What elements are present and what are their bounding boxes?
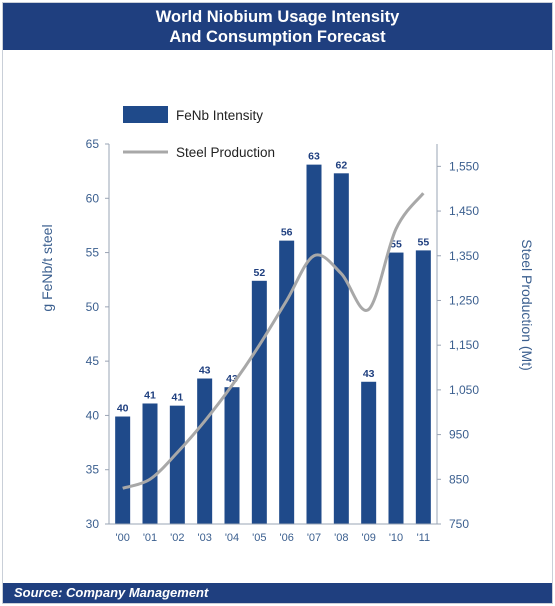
y2-tick-label-8: 1,550	[449, 159, 479, 173]
x-tick-label-5: '05	[252, 532, 266, 544]
y2-tick-label-6: 1,350	[449, 249, 479, 263]
y2-tick-label-0: 750	[449, 517, 469, 531]
y2-tick-label-4: 1,150	[449, 338, 479, 352]
chart-title-line2: And Consumption Forecast	[169, 28, 386, 46]
legend-bar-label: FeNb Intensity	[176, 108, 263, 123]
data-label-10: 55	[390, 239, 402, 251]
y2-axis-title: Steel Production (Mt)	[519, 239, 535, 371]
bar-2	[169, 405, 185, 524]
data-label-4: 43	[226, 373, 238, 385]
bar-7	[306, 164, 322, 524]
y2-tick-label-2: 950	[449, 428, 469, 442]
data-label-6: 56	[281, 227, 293, 239]
y-tick-label-0: 30	[86, 517, 100, 531]
y-tick-label-7: 65	[86, 137, 100, 151]
x-tick-label-9: '09	[361, 532, 375, 544]
bar-1	[142, 403, 158, 524]
bar-3	[197, 378, 213, 524]
data-label-2: 41	[171, 392, 183, 404]
data-label-1: 41	[144, 389, 156, 401]
bar-0	[115, 416, 131, 524]
line-series	[122, 192, 425, 490]
x-tick-label-11: '11	[417, 532, 431, 544]
x-tick-label-3: '03	[197, 532, 211, 544]
chart-header: World Niobium Usage Intensity And Consum…	[3, 3, 552, 50]
bar-series	[115, 164, 431, 525]
y-tick-label-3: 45	[86, 354, 100, 368]
data-label-0: 40	[117, 403, 129, 415]
y-tick-label-4: 50	[86, 300, 100, 314]
x-tick-label-1: '01	[143, 532, 157, 544]
legend-line-label: Steel Production	[176, 145, 275, 160]
x-tick-label-8: '08	[334, 532, 348, 544]
data-label-9: 43	[363, 368, 375, 380]
data-label-5: 52	[253, 267, 265, 279]
x-tick-label-2: '02	[170, 532, 184, 544]
y2-tick-label-7: 1,450	[449, 204, 479, 218]
bar-10	[388, 252, 404, 525]
x-tick-label-0: '00	[115, 532, 129, 544]
data-label-8: 62	[335, 159, 347, 171]
bar-11	[415, 250, 431, 524]
y-tick-label-5: 55	[86, 246, 100, 260]
bar-5	[251, 280, 267, 524]
source-footer: Source: Company Management	[3, 583, 552, 603]
data-label-3: 43	[199, 365, 211, 377]
data-label-7: 63	[308, 151, 320, 163]
legend-bar-swatch	[123, 106, 168, 123]
x-tick-label-10: '10	[389, 532, 403, 544]
chart-title-line1: World Niobium Usage Intensity	[155, 8, 400, 26]
data-labels: 40 41 41 43 43 52 56 63 62 43 55 55	[117, 151, 430, 415]
steel-production-line	[122, 192, 425, 490]
y-tick-label-2: 40	[86, 408, 100, 422]
y-tick-label-6: 60	[86, 191, 100, 205]
y-axis-title: g FeNb/t steel	[39, 224, 55, 311]
axes: 30 35 40 45 50 55 60 65 750 850 950 1,050 1,150 1,250…	[86, 137, 480, 544]
x-tick-label-6: '06	[279, 532, 293, 544]
y2-tick-label-3: 1,050	[449, 383, 479, 397]
data-label-11: 55	[417, 236, 429, 248]
x-tick-label-7: '07	[307, 532, 321, 544]
x-tick-label-4: '04	[225, 532, 239, 544]
bar-6	[279, 240, 295, 524]
y2-tick-label-1: 850	[449, 472, 469, 486]
bar-4	[224, 387, 240, 524]
bar-8	[333, 173, 349, 525]
y-tick-label-1: 35	[86, 463, 100, 477]
y2-tick-label-5: 1,250	[449, 293, 479, 307]
bar-9	[361, 381, 377, 524]
